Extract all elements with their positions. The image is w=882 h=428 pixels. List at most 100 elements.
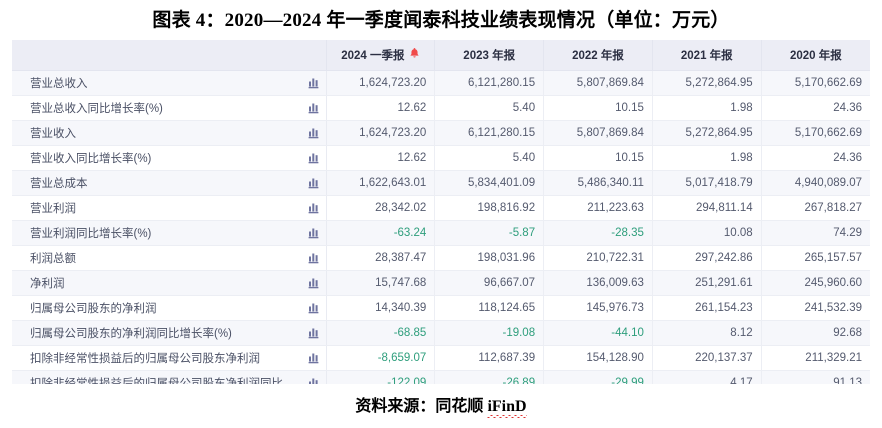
table-head: 2024 一季报 2023 年报 2022 年报 2021 年报 2020 年报 (12, 40, 870, 71)
table-cell-value: 5,486,340.11 (543, 170, 653, 196)
table-cell-value: 245,960.60 (760, 270, 870, 296)
row-label-text: 归属母公司股东的净利润同比增长率(%) (30, 328, 232, 340)
table-cell-value: 5.40 (434, 145, 544, 171)
table-row: 利润总额 28,387.47 198,031.96 210,722.31 297,242… (12, 245, 870, 271)
row-label-text: 营业总收入 (30, 78, 88, 90)
table-cell-value: -5.87 (434, 220, 544, 246)
row-label-text: 利润总额 (30, 253, 76, 265)
table-cell-value: 8.12 (651, 320, 762, 346)
row-label-inner: 扣除非经常性损益后的归属母公司股东净利润 (30, 350, 322, 366)
row-label-cell: 净利润 (12, 270, 327, 296)
table-cell-value: 4.17 (651, 370, 762, 384)
row-label-inner: 营业利润同比增长率(%) (30, 225, 322, 241)
table-cell-value: 145,976.73 (543, 295, 653, 321)
table-cell-value: 14,340.39 (325, 295, 435, 321)
table-cell-value: 1,622,643.01 (325, 170, 435, 196)
row-label-inner: 营业收入 (30, 125, 322, 141)
row-label-cell: 归属母公司股东的净利润 (12, 295, 327, 321)
table-cell-value: 136,009.63 (543, 270, 653, 296)
table-cell-value: 15,747.68 (325, 270, 435, 296)
bar-chart-icon[interactable] (308, 102, 320, 114)
bar-chart-icon[interactable] (308, 352, 320, 364)
table-cell-value: 10.15 (543, 145, 653, 171)
bar-chart-icon[interactable] (308, 377, 320, 384)
table-row: 净利润 15,747.68 96,667.07 136,009.63 251,291.6… (12, 270, 870, 296)
table-cell-value: 5,807,869.84 (543, 120, 653, 146)
table-cell-value: -63.24 (325, 220, 435, 246)
table-cell-value: -19.08 (434, 320, 544, 346)
row-label-cell: 营业总收入同比增长率(%) (12, 95, 327, 121)
table-row: 营业收入同比增长率(%) 12.62 5.40 10.15 1.98 24.36 (12, 145, 870, 171)
column-header-3[interactable]: 2022 年报 (543, 40, 653, 71)
table-cell-value: 28,342.02 (325, 195, 435, 221)
table-cell-value: 251,291.61 (651, 270, 762, 296)
table-cell-value: 4,940,089.07 (760, 170, 870, 196)
table-cell-value: 10.08 (651, 220, 762, 246)
row-label-inner: 净利润 (30, 275, 322, 291)
column-header-4[interactable]: 2021 年报 (651, 40, 762, 71)
column-header-label: 2022 年报 (572, 50, 624, 62)
row-label-inner: 营业利润 (30, 200, 322, 216)
table-cell-value: 211,223.63 (543, 195, 653, 221)
row-label-text: 营业收入同比增长率(%) (30, 153, 152, 165)
table-cell-value: 294,811.14 (651, 195, 762, 221)
row-label-inner: 营业总成本 (30, 175, 322, 191)
bar-chart-icon[interactable] (308, 152, 320, 164)
table-cell-value: 267,818.27 (760, 195, 870, 221)
table-cell-value: 28,387.47 (325, 245, 435, 271)
table-cell-value: -68.85 (325, 320, 435, 346)
table-cell-value: 12.62 (325, 145, 435, 171)
table-row: 营业总收入同比增长率(%) 12.62 5.40 10.15 1.98 24.36 (12, 95, 870, 121)
column-header-1[interactable]: 2024 一季报 (325, 40, 435, 71)
table-cell-value: 154,128.90 (543, 345, 653, 371)
row-label-cell: 利润总额 (12, 245, 327, 271)
bar-chart-icon[interactable] (308, 302, 320, 314)
bar-chart-icon[interactable] (308, 127, 320, 139)
table-cell-value: 24.36 (760, 145, 870, 171)
bar-chart-icon[interactable] (308, 327, 320, 339)
row-label-cell: 营业利润 (12, 195, 327, 221)
financial-table: 2024 一季报 2023 年报 2022 年报 2021 年报 2020 年报 营业总… (12, 40, 870, 384)
bar-chart-icon[interactable] (308, 177, 320, 189)
bar-chart-icon[interactable] (308, 277, 320, 289)
row-label-cell: 归属母公司股东的净利润同比增长率(%) (12, 320, 327, 346)
column-header-label: 2020 年报 (789, 50, 842, 62)
row-label-cell: 营业总收入 (12, 70, 327, 96)
page-title: 图表 4：2020—2024 年一季度闻泰科技业绩表现情况（单位：万元） (152, 10, 730, 31)
row-label-cell: 扣除非经常性损益后的归属母公司股东净利润同比增... (12, 370, 327, 384)
table-cell-value: 265,157.57 (760, 245, 870, 271)
table-cell-value: 6,121,280.15 (434, 70, 544, 96)
table-cell-value: 5,017,418.79 (651, 170, 762, 196)
table-cell-value: 261,154.23 (651, 295, 762, 321)
table-cell-value: 5,272,864.95 (651, 120, 762, 146)
column-header-5[interactable]: 2020 年报 (760, 40, 870, 71)
row-label-inner: 营业总收入 (30, 75, 322, 91)
bar-chart-icon[interactable] (308, 77, 320, 89)
column-header-label: 2021 年报 (680, 50, 733, 62)
table-cell-value: 5,170,662.69 (760, 70, 870, 96)
bar-chart-icon[interactable] (308, 202, 320, 214)
table-cell-value: 1.98 (651, 145, 762, 171)
row-label-text: 净利润 (30, 278, 65, 290)
bell-icon[interactable] (409, 48, 420, 63)
row-label-text: 营业收入 (30, 128, 76, 140)
table-cell-value: 220,137.37 (651, 345, 762, 371)
table-cell-value: 5.40 (434, 95, 544, 121)
row-label-text: 扣除非经常性损益后的归属母公司股东净利润同比增... (30, 378, 302, 384)
table-cell-value: 211,329.21 (760, 345, 870, 371)
table-row: 营业总收入 1,624,723.20 6,121,280.15 5,807,869.8… (12, 70, 870, 96)
column-header-2[interactable]: 2023 年报 (434, 40, 544, 71)
row-label-inner: 营业收入同比增长率(%) (30, 150, 322, 166)
table-cell-value: 6,121,280.15 (434, 120, 544, 146)
table-cell-value: -8,659.07 (325, 345, 435, 371)
source-name: iFinD (487, 398, 527, 418)
bar-chart-icon[interactable] (308, 227, 320, 239)
bar-chart-icon[interactable] (308, 252, 320, 264)
column-header-label: 2024 一季报 (341, 50, 405, 62)
row-label-inner: 利润总额 (30, 250, 322, 266)
column-header-label (12, 40, 327, 71)
table-row: 扣除非经常性损益后的归属母公司股东净利润同比增... -122.09 -26.89-… (12, 370, 870, 384)
row-label-cell: 营业总成本 (12, 170, 327, 196)
row-label-cell: 营业收入同比增长率(%) (12, 145, 327, 171)
